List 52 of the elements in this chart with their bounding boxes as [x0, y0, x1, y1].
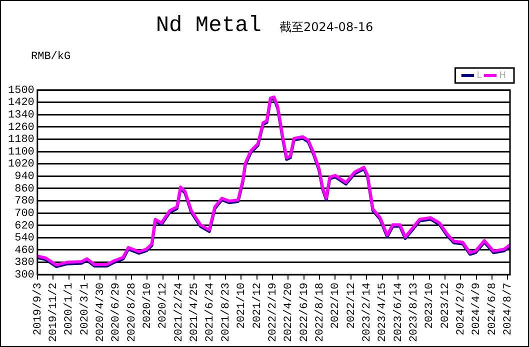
y-tick-label: 1180: [8, 134, 34, 146]
x-tick-label: 2021/4/25: [189, 282, 202, 342]
y-tick-label: 860: [14, 183, 34, 196]
x-tick-label: 2022/12: [346, 282, 358, 329]
y-tick-label: 1260: [8, 122, 34, 134]
x-tick-label: 2022/6/19: [298, 282, 311, 342]
y-tick-label: 780: [14, 196, 34, 208]
x-tick-label: 2022/4/20: [283, 282, 296, 342]
y-axis-title: RMB/kG: [31, 51, 71, 63]
y-tick-label: 1020: [8, 158, 34, 171]
y-tick-label: 380: [14, 257, 34, 270]
x-tick-label: 2024/2/9: [456, 282, 468, 336]
y-tick-label: 1500: [8, 84, 34, 97]
x-tick-label: 2020/10: [142, 282, 154, 329]
x-tick-label: 2022/2/19: [267, 282, 280, 342]
x-tick-label: 2023/8/13: [408, 282, 421, 342]
y-tick-label: 300: [14, 269, 34, 282]
x-tick-label: 2023/12: [440, 282, 452, 329]
x-tick-label: 2022/8/18: [314, 282, 326, 342]
x-tick-label: 2021/2/24: [173, 282, 186, 342]
y-tick-label: 1340: [8, 110, 34, 122]
x-tick-label: 2019/9/3: [32, 282, 44, 336]
x-tick-label: 2020/6/29: [110, 282, 123, 342]
x-tick-label: 2021/8/23: [220, 282, 232, 342]
legend-label: H: [499, 70, 506, 81]
chart-subtitle: 截至2024-08-16: [279, 20, 374, 34]
x-tick-label: 2020/4/30: [95, 282, 108, 342]
x-tick-label: 2022/10: [330, 282, 342, 329]
x-tick-label: 2020/3/1: [79, 282, 92, 336]
x-tick-label: 2021/12: [252, 282, 264, 329]
y-tick-label: 1420: [8, 97, 34, 110]
x-tick-label: 2020/8/28: [126, 282, 138, 342]
legend-label: L: [476, 70, 482, 81]
chart-title: Nd Metal: [156, 13, 262, 38]
x-tick-label: 2024/4/9: [471, 282, 484, 336]
y-tick-label: 540: [14, 232, 34, 245]
x-tick-label: 2023/2/14: [361, 282, 374, 342]
x-tick-label: 2019/11/2: [48, 282, 60, 342]
x-tick-label: 2020/12: [158, 282, 170, 329]
y-tick-label: 940: [14, 171, 34, 184]
y-tick-label: 460: [14, 244, 34, 257]
x-tick-label: 2020/1/1: [64, 282, 76, 336]
x-tick-label: 2024/6/8: [486, 282, 499, 336]
x-tick-label: 2024/8/7: [502, 282, 515, 336]
x-tick-label: 2023/6/14: [392, 282, 405, 342]
x-tick-label: 2021/6/24: [204, 282, 217, 342]
x-tick-label: 2021/10: [236, 282, 248, 329]
x-tick-label: 2023/4/15: [377, 282, 390, 342]
y-tick-label: 620: [14, 220, 34, 232]
y-tick-label: 700: [14, 208, 34, 220]
y-tick-label: 1100: [8, 146, 34, 158]
x-tick-label: 2023/10: [424, 282, 436, 329]
